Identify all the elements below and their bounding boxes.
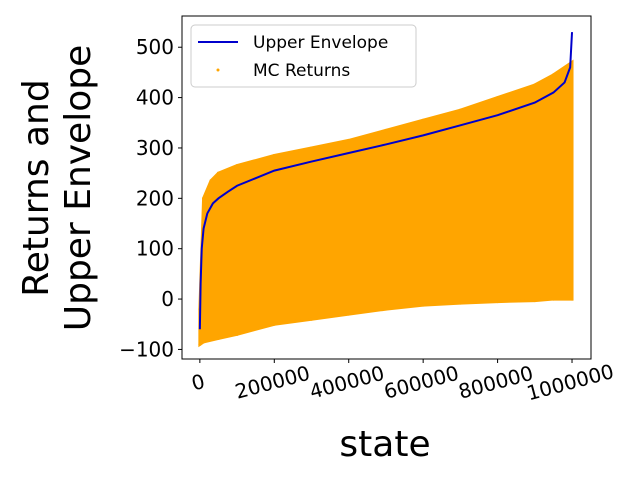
legend-frame [190, 24, 417, 88]
scatter-point [310, 317, 314, 321]
scatter-point [202, 196, 206, 200]
legend-label: MC Returns [253, 61, 350, 81]
x-tick-label: 200000 [232, 361, 312, 404]
scatter-point [198, 342, 202, 346]
scatter-point [310, 146, 314, 150]
scatter-cloud [198, 59, 574, 348]
plot-frame [181, 15, 592, 360]
y-axis-label: Upper Envelope [58, 45, 99, 332]
scatter-point [533, 83, 537, 87]
y-axis-label: Returns and [16, 79, 57, 296]
y-tick-label: 300 [136, 136, 174, 160]
scatter-point [421, 118, 425, 122]
y-tick-label: 100 [136, 237, 174, 261]
scatter-point [551, 73, 555, 77]
scatter-point [202, 340, 206, 344]
scatter-point [496, 300, 500, 304]
y-tick-label: 500 [136, 35, 174, 59]
x-tick-label: 0 [189, 369, 208, 395]
scatter-point [533, 299, 537, 303]
scatter-point [209, 179, 213, 183]
line [198, 32, 574, 330]
legend-marker [216, 68, 220, 72]
scatter-point [347, 312, 351, 316]
scatter-point [272, 322, 276, 326]
x-tick-label: 400000 [307, 361, 387, 404]
scatter-point [570, 297, 574, 301]
y-tick-label: −100 [119, 337, 174, 361]
x-axis-label: state [339, 424, 430, 465]
y-tick-label: 200 [136, 186, 174, 210]
scatter-point [272, 154, 276, 158]
scatter-point [216, 336, 220, 340]
legend-label: Upper Envelope [253, 33, 388, 53]
x-tick-label: 1000000 [524, 359, 616, 405]
scatter-point [384, 307, 388, 311]
scatter-point [384, 128, 388, 132]
plot-area [198, 32, 574, 348]
scatter-point [458, 301, 462, 305]
x-tick-label: 600000 [381, 361, 461, 404]
scatter-point [347, 138, 351, 142]
scatter-point [421, 303, 425, 307]
scatter-point [235, 164, 239, 168]
y-tick-label: 0 [161, 287, 174, 311]
scatter-point [216, 171, 220, 175]
scatter-point [458, 108, 462, 112]
scatter-point [235, 332, 239, 336]
y-tick-label: 400 [136, 86, 174, 110]
scatter-point [551, 297, 555, 301]
legend: Upper Envelope MC Returns [190, 24, 417, 88]
scatter-point [496, 96, 500, 100]
